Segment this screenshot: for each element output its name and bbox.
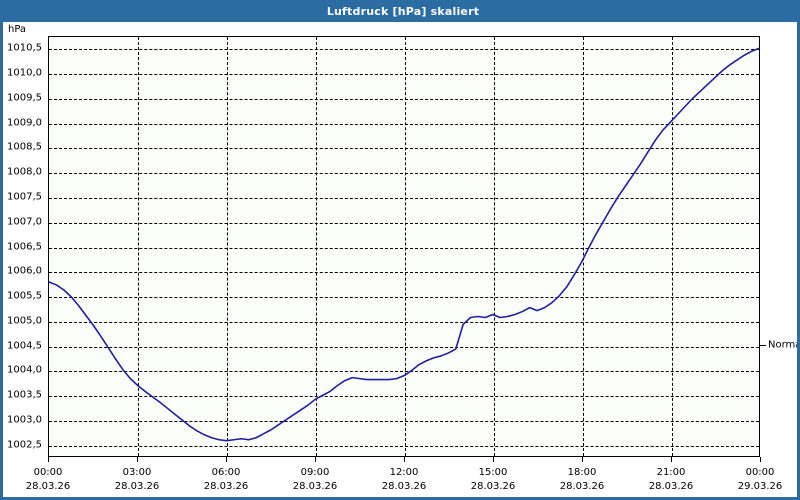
y-axis-tick-label: 1007,0 — [7, 216, 42, 228]
x-tick-time: 21:00 — [656, 467, 686, 478]
x-axis-tick-mark — [671, 457, 672, 462]
gridline-horizontal — [49, 173, 759, 175]
normal-level-label: Normal — [768, 339, 797, 351]
x-axis-tick-label: 18:00 28.03.26 — [542, 466, 622, 494]
x-axis-tick-mark — [493, 457, 494, 462]
y-axis-tick-label: 1009,5 — [7, 92, 42, 104]
y-axis-tick-label: 1010,0 — [7, 67, 42, 79]
y-axis-tick-label: 1009,0 — [7, 117, 42, 129]
gridline-horizontal — [49, 148, 759, 150]
x-tick-date: 28.03.26 — [470, 481, 516, 492]
x-tick-date: 28.03.26 — [292, 481, 338, 492]
gridline-horizontal — [49, 197, 759, 199]
x-tick-time: 00:00 — [33, 467, 63, 478]
x-axis-tick-label: 15:00 28.03.26 — [453, 466, 533, 494]
y-axis-tick-label: 1008,0 — [7, 166, 42, 178]
gridline-horizontal — [49, 445, 759, 447]
y-axis-tick-label: 1003,5 — [7, 389, 42, 401]
window-titlebar: Luftdruck [hPa] skaliert — [3, 0, 800, 22]
x-tick-date: 28.03.26 — [559, 481, 605, 492]
x-axis-tick-mark — [315, 457, 316, 462]
y-axis-tick-label: 1006,5 — [7, 241, 42, 252]
y-axis-tick-label: 1007,5 — [7, 191, 42, 203]
x-tick-time: 15:00 — [478, 467, 508, 478]
x-axis-tick-mark — [582, 457, 583, 462]
gridline-horizontal — [49, 123, 759, 125]
y-axis-tick-label: 1003,0 — [7, 414, 42, 426]
x-tick-time: 03:00 — [122, 467, 152, 478]
gridline-horizontal — [49, 222, 759, 224]
normal-level-tick — [760, 344, 766, 346]
x-tick-date: 28.03.26 — [648, 481, 694, 492]
gridline-horizontal — [49, 371, 759, 373]
chart-canvas: hPa 1010,5 1010,0 1009,5 1009,0 1008,5 1008,0… — [3, 22, 797, 497]
gridline-horizontal — [49, 396, 759, 398]
y-axis-tick-label: 1004,5 — [7, 340, 42, 352]
x-axis-tick-mark — [48, 457, 49, 462]
gridline-vertical — [138, 37, 139, 456]
x-axis-tick-label: 21:00 28.03.26 — [631, 466, 711, 494]
series-polyline — [48, 47, 760, 442]
y-axis-tick-label: 1002,5 — [7, 439, 42, 451]
gridline-horizontal — [49, 272, 759, 274]
x-axis-tick-label: 12:00 28.03.26 — [364, 466, 444, 494]
x-axis-tick-mark — [137, 457, 138, 462]
x-axis-tick-label: 09:00 28.03.26 — [275, 466, 355, 494]
x-axis-tick-mark — [404, 457, 405, 462]
gridline-horizontal — [49, 247, 759, 249]
y-axis-tick-label: 1010,5 — [7, 42, 42, 54]
gridline-vertical — [227, 37, 228, 456]
x-tick-date: 28.03.26 — [114, 481, 160, 492]
gridline-horizontal — [49, 49, 759, 51]
gridline-vertical — [672, 37, 673, 456]
x-tick-date: 28.03.26 — [381, 481, 427, 492]
y-axis-tick-label: 1005,5 — [7, 290, 42, 302]
y-axis-tick-label: 1004,0 — [7, 364, 42, 376]
x-tick-date: 29.03.26 — [737, 481, 783, 492]
x-axis-tick-mark — [226, 457, 227, 462]
y-axis-unit-label: hPa — [8, 24, 27, 35]
gridline-horizontal — [49, 346, 759, 348]
gridline-vertical — [494, 37, 495, 456]
gridline-horizontal — [49, 420, 759, 422]
y-axis-tick-label: 1008,5 — [7, 141, 42, 153]
x-tick-time: 06:00 — [211, 467, 241, 478]
gridline-vertical — [583, 37, 584, 456]
x-tick-time: 00:00 — [745, 467, 775, 478]
gridline-horizontal — [49, 321, 759, 323]
gridline-vertical — [316, 37, 317, 456]
x-axis-tick-mark — [760, 457, 761, 462]
x-axis-tick-label: 00:00 29.03.26 — [720, 466, 797, 494]
x-tick-time: 09:00 — [300, 467, 330, 478]
gridline-horizontal — [49, 74, 759, 76]
y-axis-tick-label: 1005,0 — [7, 315, 42, 327]
x-axis-tick-label: 06:00 28.03.26 — [186, 466, 266, 494]
x-tick-date: 28.03.26 — [25, 481, 71, 492]
x-axis-tick-label: 00:00 28.03.26 — [8, 466, 88, 494]
x-tick-time: 18:00 — [567, 467, 597, 478]
x-tick-time: 12:00 — [389, 467, 419, 478]
gridline-vertical — [405, 37, 406, 456]
gridline-horizontal — [49, 297, 759, 299]
y-axis-tick-label: 1006,0 — [7, 265, 42, 277]
page-title: Luftdruck [hPa] skaliert — [326, 4, 480, 18]
gridline-horizontal — [49, 98, 759, 100]
plot-area — [48, 36, 760, 457]
x-tick-date: 28.03.26 — [203, 481, 249, 492]
x-axis-tick-label: 03:00 28.03.26 — [97, 466, 177, 494]
